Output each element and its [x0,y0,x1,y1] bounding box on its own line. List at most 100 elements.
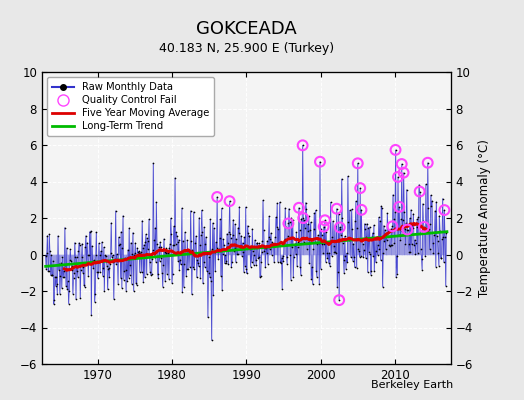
Point [249,248,257,254]
Point [264,260,272,267]
Point [120,268,128,274]
Point [59,268,68,274]
Point [320,224,328,230]
Point [334,210,343,217]
Point [194,260,202,266]
Point [88,243,96,249]
Point [331,223,339,229]
Point [236,246,245,252]
Point [218,287,226,294]
Point [262,244,270,251]
Point [149,160,158,166]
Point [361,220,369,227]
Point [88,312,96,318]
Point [417,246,425,253]
Point [417,256,425,262]
Point [258,249,266,255]
Point [182,273,190,279]
Point [276,259,285,266]
Point [184,266,192,272]
Point [153,241,161,247]
Point [170,242,179,248]
Point [286,218,294,225]
Point [54,266,63,273]
Point [403,227,412,233]
Point [282,223,290,230]
Point [361,226,369,232]
Point [224,240,232,247]
Point [61,262,70,268]
Point [207,278,215,284]
Point [337,231,345,238]
Point [329,218,337,224]
Point [85,252,93,258]
Point [392,253,401,260]
Point [326,263,334,269]
Point [321,217,329,224]
Point [280,240,288,246]
Point [299,215,308,221]
Point [86,260,94,266]
Point [144,246,152,252]
Point [274,258,282,265]
Point [177,261,185,268]
Point [261,264,270,271]
Point [105,274,114,280]
Point [341,252,350,259]
Point [100,244,108,250]
Point [333,284,342,290]
Point [191,240,200,246]
Point [127,280,136,287]
Point [316,266,325,272]
Point [275,239,283,246]
Point [358,237,366,243]
Point [214,256,223,262]
Point [157,244,165,250]
Point [334,268,342,275]
Point [360,247,368,254]
Point [161,249,170,256]
Point [68,263,76,270]
Point [292,229,301,235]
Point [422,228,431,234]
Point [73,268,81,274]
Point [394,174,402,180]
Point [300,238,308,245]
Point [48,272,57,278]
Point [347,254,355,260]
Point [365,248,373,255]
Point [121,254,129,261]
Point [386,243,394,250]
Point [442,283,450,289]
Point [225,198,234,204]
Point [286,252,294,258]
Point [319,250,328,256]
Point [348,258,357,264]
Point [258,238,267,244]
Point [388,223,397,230]
Point [384,228,392,235]
Point [44,268,52,274]
Point [117,228,125,235]
Point [216,216,224,223]
Point [202,234,210,240]
Point [423,160,432,166]
Point [376,218,384,224]
Point [396,226,404,232]
Point [435,213,444,219]
Point [185,250,193,256]
Point [160,248,169,255]
Point [228,258,236,265]
Point [415,182,423,188]
Point [289,217,297,223]
Point [303,221,312,228]
Point [310,210,319,216]
Point [259,227,268,234]
Point [99,265,107,271]
Point [181,250,190,256]
Point [277,255,286,261]
Point [266,246,274,252]
Point [189,264,197,270]
Point [77,266,85,273]
Point [364,269,372,275]
